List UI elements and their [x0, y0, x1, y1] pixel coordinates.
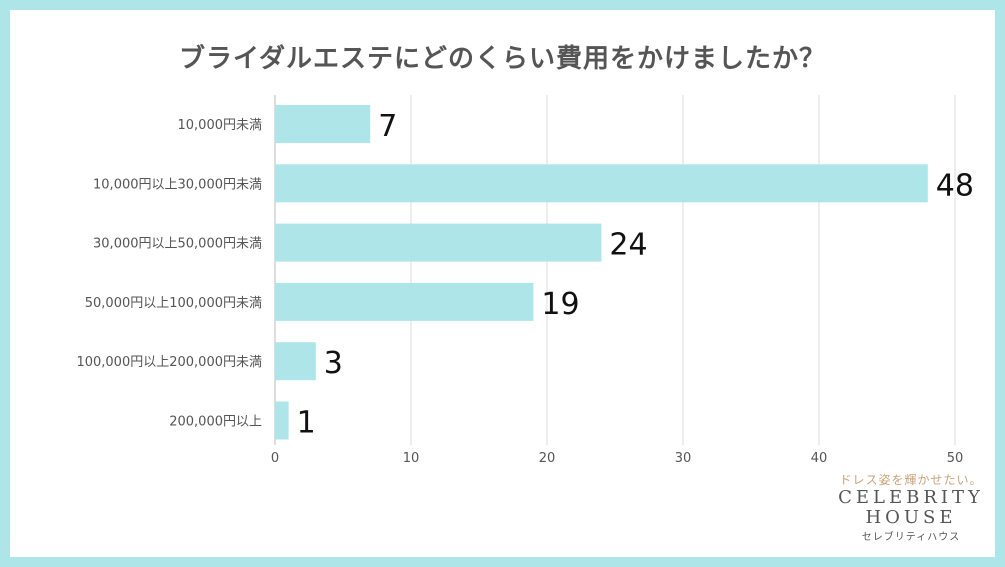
category-label: 30,000円以上50,000円未満 [93, 237, 262, 252]
data-label: 3 [324, 346, 343, 381]
data-label: 24 [609, 228, 647, 263]
bar [275, 401, 289, 440]
category-label: 50,000円以上100,000円未満 [85, 296, 262, 311]
bar [275, 342, 316, 381]
data-label: 48 [936, 168, 974, 203]
brand-name-line1: CELEBRITY [838, 487, 984, 508]
bar [275, 105, 371, 143]
bar [275, 282, 534, 321]
bar [275, 164, 928, 203]
data-label: 1 [297, 406, 316, 441]
x-tick-label: 50 [947, 451, 964, 466]
x-tick-label: 20 [539, 451, 556, 466]
brand-tagline: ドレス姿を輝かせたい。 [839, 473, 983, 487]
data-label: 7 [378, 109, 397, 144]
x-tick-label: 40 [811, 451, 828, 466]
brand-logo: ドレス姿を輝かせたい。 CELEBRITY HOUSE セレブリティハウス [836, 471, 986, 543]
chart-title: ブライダルエステにどのくらい費用をかけましたか？ [179, 44, 826, 74]
data-label: 19 [541, 287, 579, 322]
category-label: 10,000円以上30,000円未満 [93, 177, 262, 192]
brand-name-line2: HOUSE [865, 507, 957, 528]
brand-name-kana: セレブリティハウス [861, 532, 961, 543]
x-tick-label: 10 [403, 451, 420, 466]
x-tick-label: 30 [675, 451, 692, 466]
category-label: 200,000円以上 [169, 415, 262, 430]
x-tick-label: 0 [271, 451, 279, 466]
category-label: 10,000円未満 [178, 118, 263, 133]
bar [275, 223, 602, 262]
category-label: 100,000円以上200,000円未満 [76, 355, 262, 370]
